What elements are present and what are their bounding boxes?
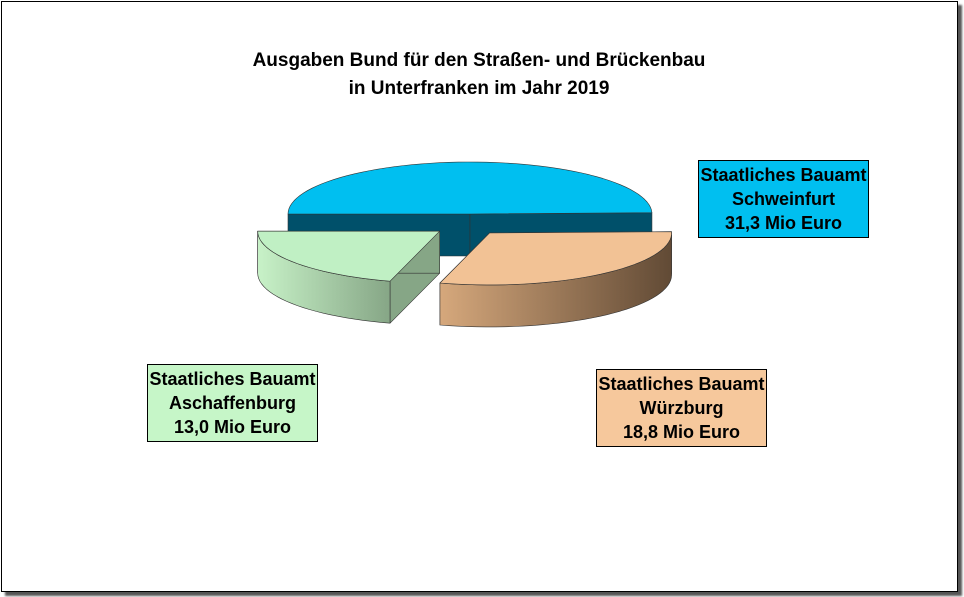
label-line: Staatliches Bauamt [598,374,765,394]
slice-schweinfurt [287,161,653,215]
label-line: Staatliches Bauamt [149,369,316,389]
chart-title: Ausgaben Bund für den Straßen- und Brück… [0,47,958,103]
label-value: 13,0 Mio Euro [173,417,292,437]
label-value: 31,3 Mio Euro [724,213,843,233]
chart-title-line-1: Ausgaben Bund für den Straßen- und Brück… [252,50,706,71]
slice-wuerzburg [439,231,672,286]
label-line: Schweinfurt [731,189,835,209]
slice-aschaffenburg [257,230,440,282]
label-schweinfurt: Staatliches Bauamt Schweinfurt 31,3 Mio … [698,160,869,238]
label-line: Staatliches Bauamt [700,165,867,185]
chart-title-line-2: in Unterfranken im Jahr 2019 [348,78,610,99]
label-line: Würzburg [639,398,724,418]
label-wuerzburg: Staatliches Bauamt Würzburg 18,8 Mio Eur… [596,369,767,447]
label-aschaffenburg: Staatliches Bauamt Aschaffenburg 13,0 Mi… [147,364,318,442]
label-value: 18,8 Mio Euro [622,422,741,442]
label-line: Aschaffenburg [168,393,296,413]
